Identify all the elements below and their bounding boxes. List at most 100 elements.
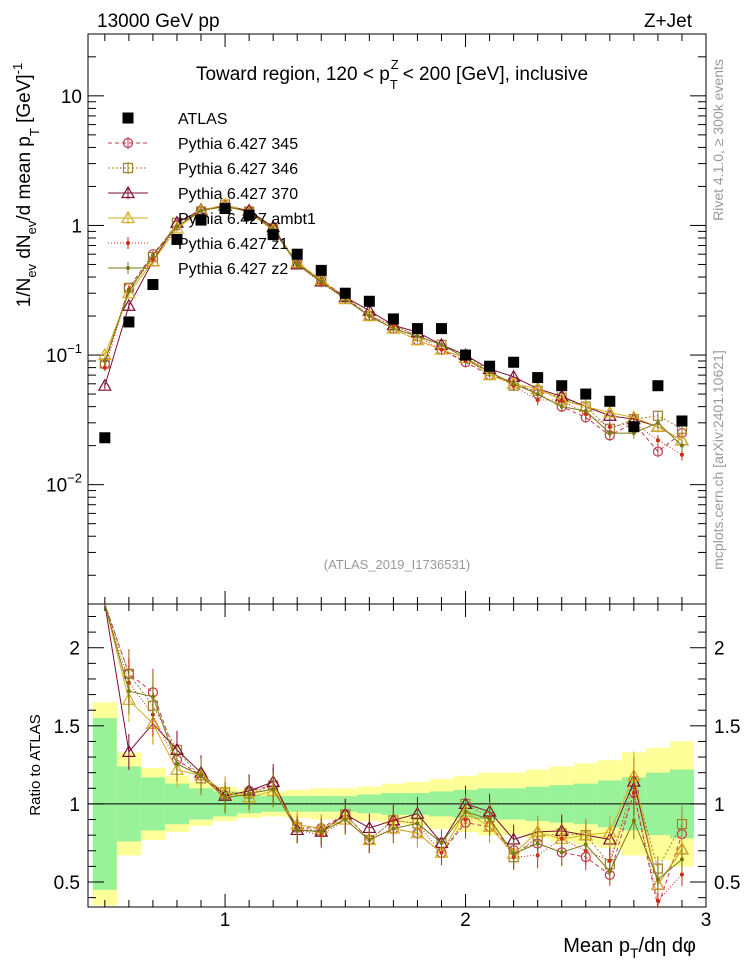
ylabel-part-4: [GeV] [14,74,35,128]
title-sup-Z: Z [391,57,399,72]
series-ratio-marker [679,857,684,862]
legend-label: Pythia 6.427 346 [178,161,298,178]
data-point [267,229,279,241]
series-ratio-marker [174,761,179,766]
series-ratio-marker [271,787,276,792]
ylabel-part-3: /d mean p [14,136,35,221]
title-part-1: Toward region, 120 < p [196,64,390,85]
series-marker [102,365,107,370]
series-ratio-marker [199,773,204,778]
main-series-layer [97,197,689,461]
data-point [628,421,640,433]
legend-marker [120,185,136,199]
analysis-id: (ATLAS_2019_I1736531) [324,557,470,572]
series-ratio-marker [655,877,660,882]
legend-label: Pythia 6.427 345 [178,136,298,153]
legend-marker [122,137,134,149]
series-marker [559,404,564,409]
ylabel-sup-minus1: -1 [10,63,25,75]
series-ratio-marker [631,818,636,823]
series-marker [290,257,305,270]
series-marker [655,438,660,443]
legend-label: Pythia 6.427 370 [178,186,298,203]
series-ratio-marker [583,842,588,847]
ylabel-part-2: dN [14,234,35,264]
ylabel-sub-ev-1: ev [24,263,39,277]
series-marker [439,347,444,352]
data-point [123,316,135,328]
series-ratio-marker [150,694,155,699]
series-ratio-marker [655,898,660,903]
legend-label: Pythia 6.427 z2 [178,261,288,278]
y-tick-label: 10 [61,87,82,108]
series-ratio-marker [343,817,348,822]
x-tick-label: 1 [220,910,231,931]
legend-label: Pythia 6.427 ambt1 [178,211,316,228]
xlabel-part-2: /dη dφ [639,935,696,957]
series-ratio-line [104,603,683,909]
y-tick-label: 1 [71,216,82,237]
series-ratio-marker [676,818,688,830]
series-ratio-marker [602,825,617,838]
ratio-y-tick-label: 1 [69,795,80,816]
data-point [604,395,616,407]
ratio-y-axis-label: Ratio to ATLAS [27,714,44,815]
data-point [363,295,375,307]
data-point [195,214,207,226]
series-marker [169,221,185,234]
x-tick-label: 2 [460,910,471,931]
ratio-y-tick-label: 0.5 [54,873,80,894]
y-tick-label: 10−1 [46,341,82,367]
y-tick-label: 10−2 [46,471,82,497]
series-ratio-marker [247,791,252,796]
legend-marker [126,266,130,270]
series-ratio-marker [679,872,684,877]
series-marker [511,381,516,386]
series-marker [199,208,204,213]
series-marker [174,224,179,229]
ratio-y-tick-label-right: 0.5 [714,873,740,894]
legend-marker [122,162,134,174]
data-point [580,388,592,400]
series-marker [652,446,664,457]
energy-label: 13000 GeV pp [97,11,220,32]
axis-ticks: 1 2 3 10 1 10−1 10−2 2 2 1.5 1.5 1 1 0.5 0.5 [46,33,740,931]
xlabel-sub-T: T [630,945,639,961]
series-marker [319,279,324,284]
series-marker [391,326,396,331]
series-marker [655,420,660,425]
series-marker [121,286,136,299]
series-marker [583,409,588,414]
y-axis-label: 1/Nev dNev/d mean pT [GeV]-1 [10,63,42,308]
legend-marker [120,210,136,224]
series-2-ratio [104,603,689,895]
series-ratio-marker [391,826,396,831]
source-info: mcplots.cern.ch [arXiv:2401.10621] [710,350,726,569]
series-marker [482,367,497,381]
ylabel-sub-T: T [27,128,42,136]
ratio-y-tick-label: 1.5 [54,717,80,738]
series-3-ratio [104,603,689,895]
legend-label: Pythia 6.427 z1 [178,236,288,253]
ratio-y-tick-label-right: 2 [714,639,725,660]
series-marker [415,334,420,339]
series-ratio-marker [487,817,492,822]
data-point [387,313,399,325]
data-point [435,323,447,335]
series-ratio-marker [319,829,324,834]
data-point [532,372,544,384]
series-marker [102,358,107,363]
series-5-ratio [104,603,684,891]
data-point [411,323,423,335]
data-point [460,349,472,361]
data-point [556,380,568,392]
series-5-main [102,202,684,452]
series-ratio-marker [295,827,300,832]
title-part-2: < 200 [GeV], inclusive [403,64,588,85]
series-ratio-marker [415,821,420,826]
data-point [339,287,351,299]
series-ratio-marker [559,850,564,855]
series-marker [607,431,612,436]
series-ratio-line [104,603,683,902]
series-marker [535,397,540,402]
